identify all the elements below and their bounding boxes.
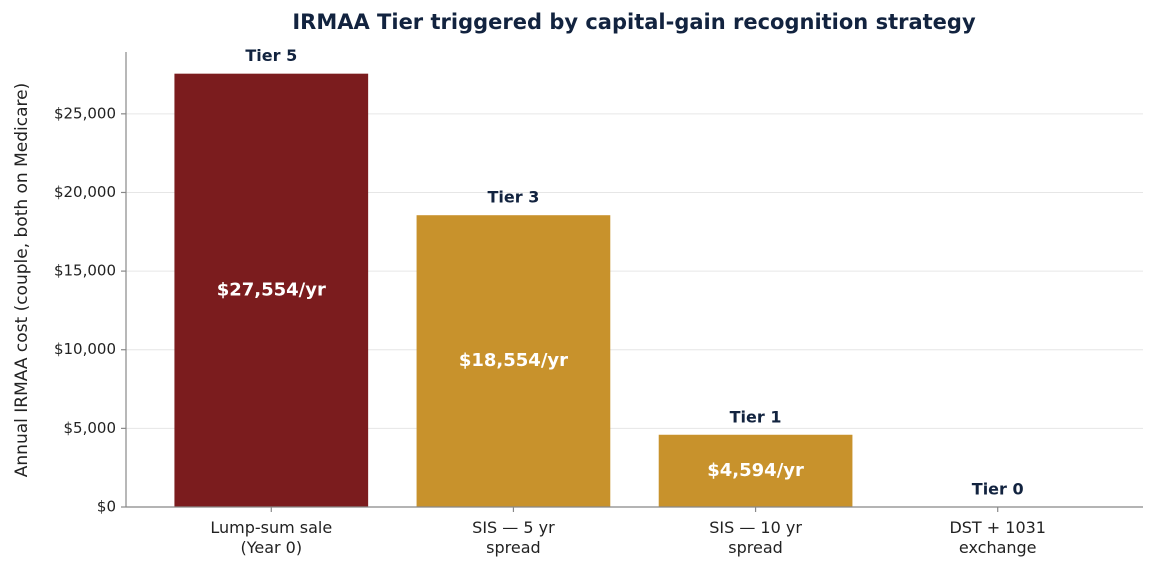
tier-label: Tier 5 [245,46,297,65]
y-tick-label: $0 [97,498,116,516]
y-tick-label: $10,000 [54,340,116,358]
x-tick-label: SIS — 5 yr spread [472,518,555,557]
tier-label: Tier 1 [730,407,782,426]
y-tick-label: $20,000 [54,183,116,201]
bar [658,434,853,507]
y-tick-label: $25,000 [54,104,116,122]
value-label: $4,594/yr [707,460,804,481]
tier-label: Tier 0 [972,480,1024,499]
value-label: $27,554/yr [217,279,326,300]
tier-label: Tier 3 [488,188,540,207]
x-tick-label: DST + 1031 exchange [949,518,1046,557]
value-label: $18,554/yr [459,350,568,371]
x-tick-label: SIS — 10 yr spread [709,518,802,557]
x-tick-label: Lump-sum sale (Year 0) [210,518,332,557]
y-tick-label: $15,000 [54,262,116,280]
y-tick-label: $5,000 [64,419,117,437]
chart-title: IRMAA Tier triggered by capital-gain rec… [292,10,976,34]
bar [174,73,369,508]
y-axis-label: Annual IRMAA cost (couple, both on Medic… [12,83,32,477]
bar [416,215,611,507]
